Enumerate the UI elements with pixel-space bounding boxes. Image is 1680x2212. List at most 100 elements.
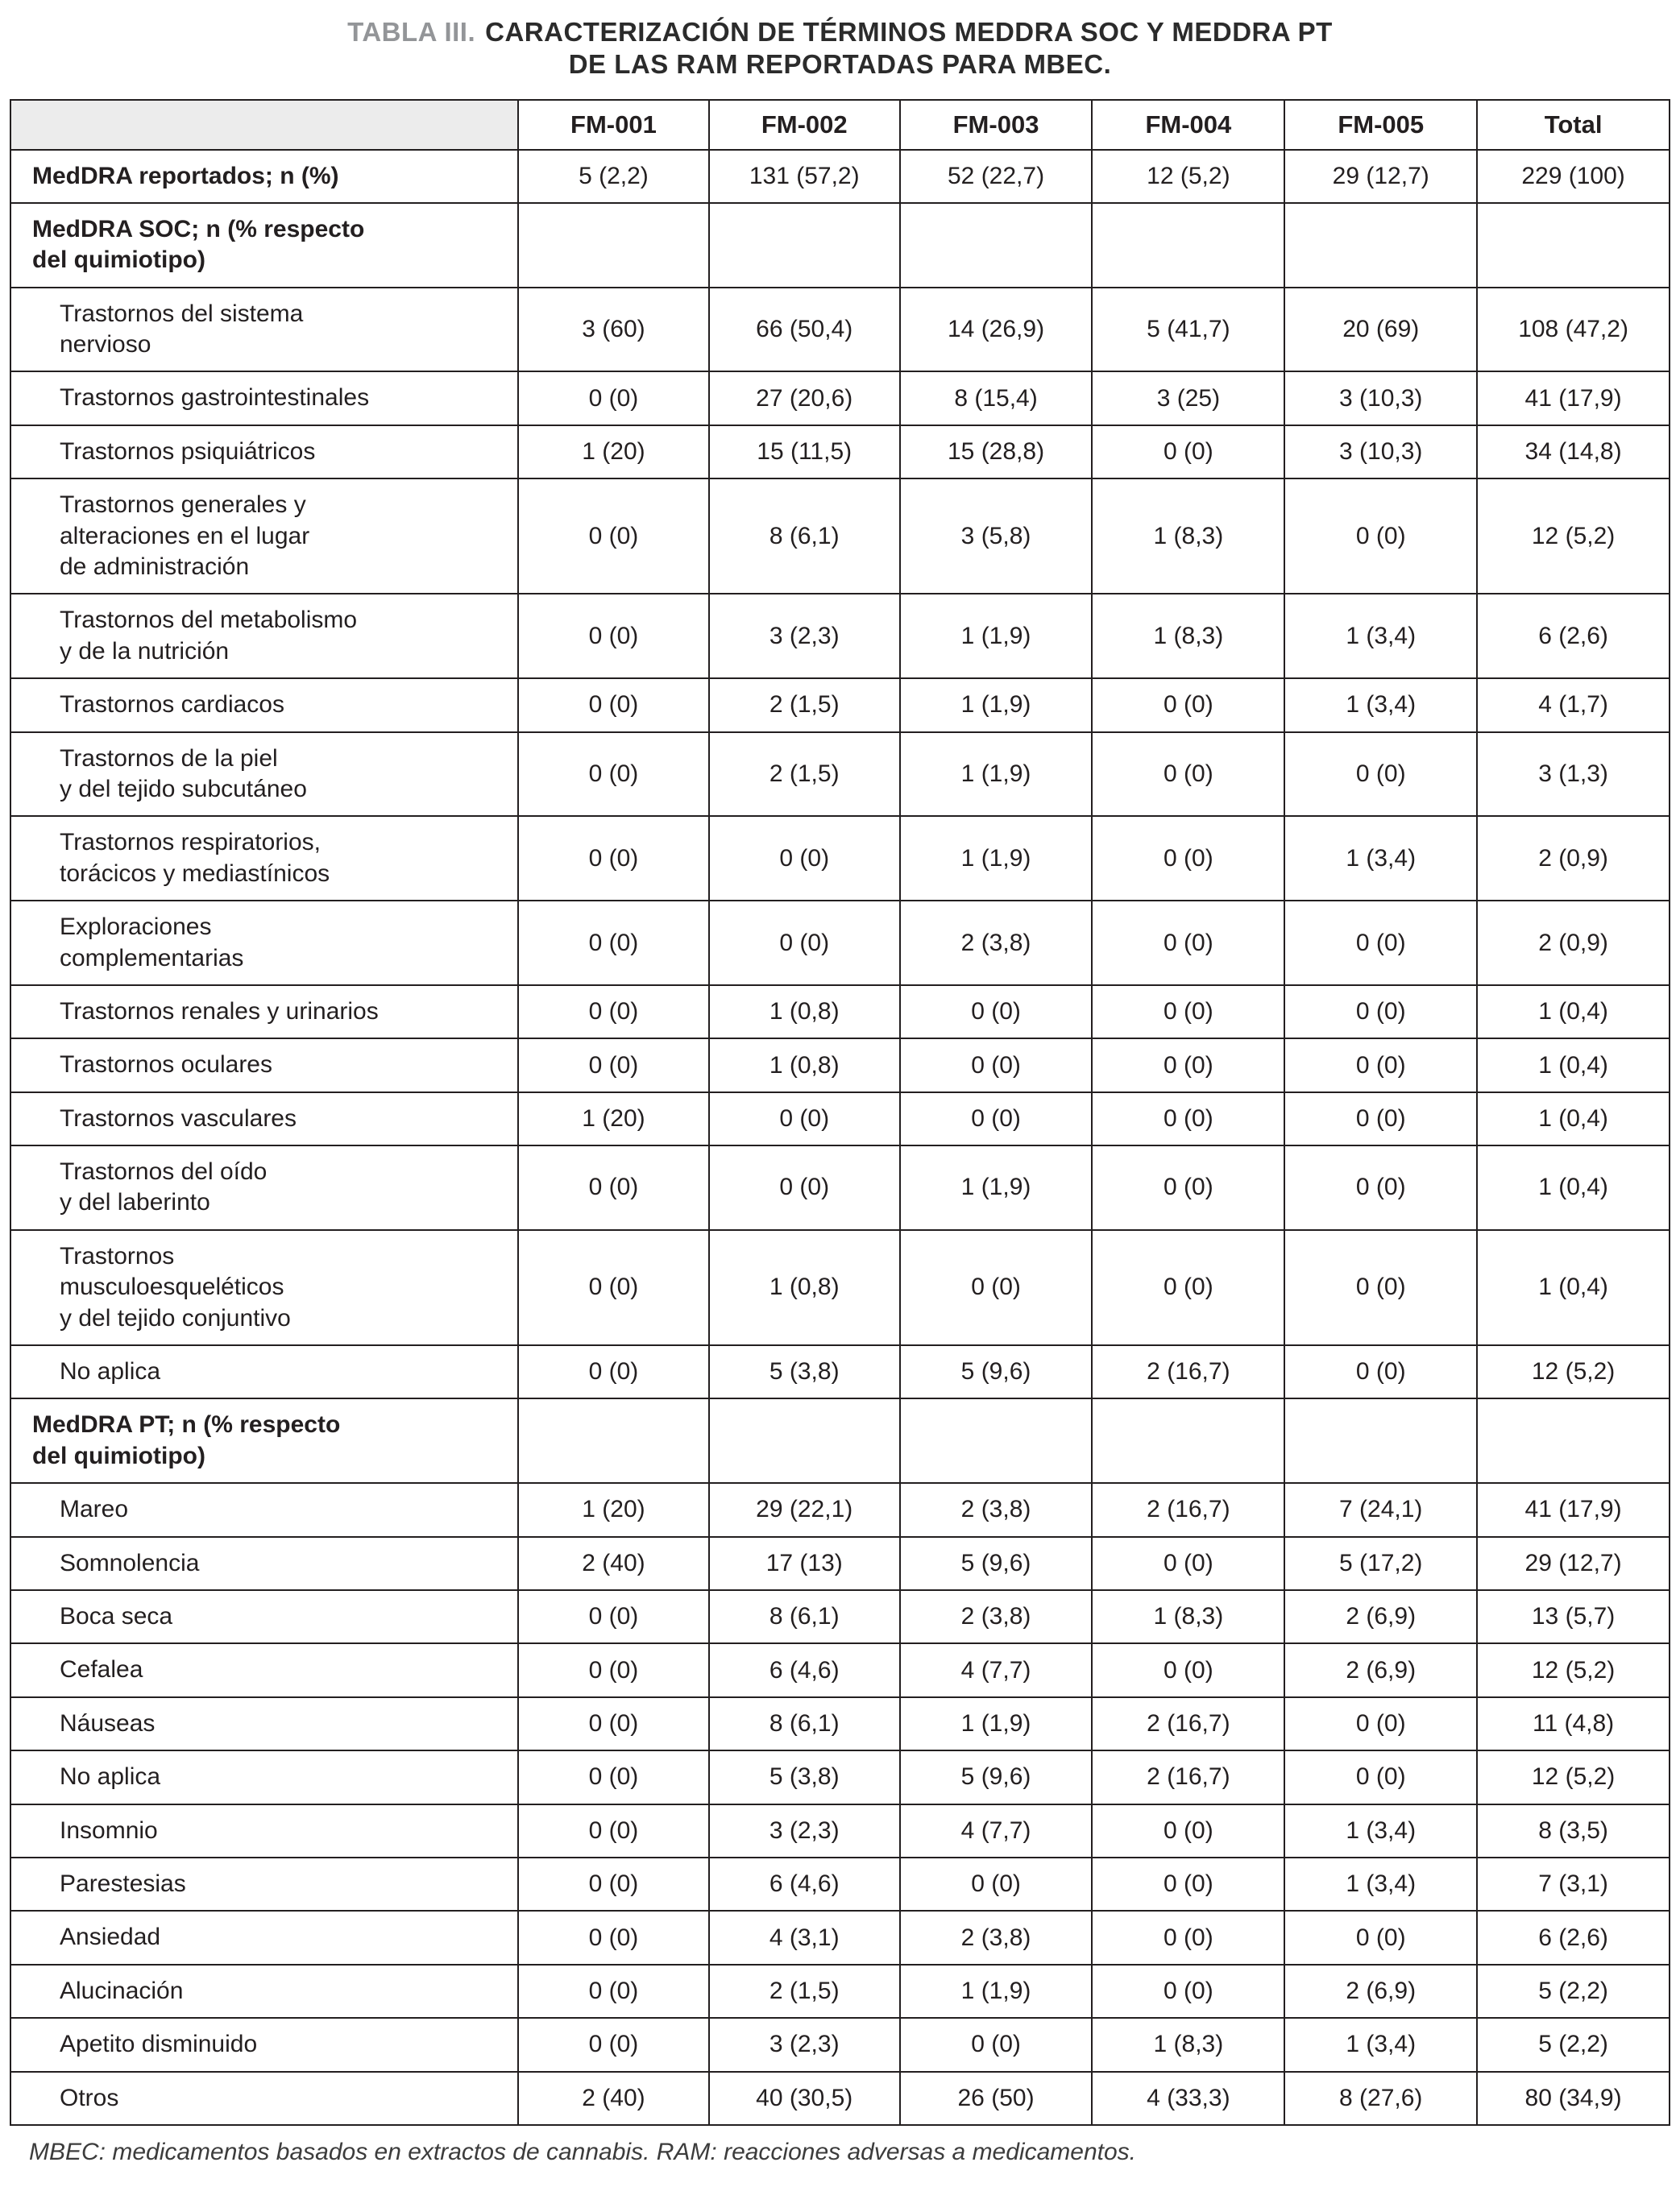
data-cell: 15 (28,8) [898,424,1093,480]
data-cell: 6 (2,6) [1476,593,1670,680]
data-cell: 0 (0) [1091,1535,1286,1592]
data-cell: 0 (0) [517,1803,710,1858]
row-label: Náuseas [9,1696,520,1752]
data-cell: 52 (22,7) [898,148,1093,204]
data-cell: 2 (6,9) [1284,1589,1479,1645]
table-row: Trastornos del sistema nervioso 3 (60) 66 … [9,286,1670,373]
data-cell: 5 (17,2) [1284,1535,1479,1592]
data-cell: 3 (2,3) [707,593,901,680]
data-cell: 0 (0) [898,2017,1093,2073]
data-cell: 1 (3,4) [1284,1856,1479,1912]
data-cell: 12 (5,2) [1476,478,1670,595]
table-row: Trastornos psiquiátricos 1 (20) 15 (11,5) 1… [9,424,1670,480]
table-row: Trastornos gastrointestinales 0 (0) 27 (20… [9,371,1670,426]
data-cell [1284,201,1479,288]
data-cell: 0 (0) [1284,1228,1479,1347]
table-row: Mareo 1 (20) 29 (22,1) 2 (3,8) 2 (16,7) 7 (24… [9,1482,1670,1538]
column-header: FM-004 [1091,98,1286,151]
data-cell [1091,1398,1286,1485]
data-cell: 66 (50,4) [707,286,901,373]
data-cell: 7 (24,1) [1284,1482,1479,1538]
row-label: Somnolencia [9,1535,520,1592]
data-cell: 0 (0) [517,593,710,680]
data-cell: 0 (0) [1091,1091,1286,1147]
data-cell: 8 (3,5) [1476,1803,1670,1858]
row-label: Apetito disminuido [9,2017,520,2073]
data-cell: 1 (0,4) [1476,1038,1670,1093]
data-cell: 1 (3,4) [1284,2017,1479,2073]
data-cell: 2 (16,7) [1091,1750,1286,1805]
data-cell: 2 (16,7) [1091,1482,1286,1538]
data-cell: 0 (0) [1284,731,1479,818]
data-cell: 29 (12,7) [1284,148,1479,204]
data-cell: 0 (0) [517,1642,710,1698]
data-cell: 0 (0) [898,1228,1093,1347]
data-cell [707,1398,901,1485]
column-header: FM-003 [898,98,1093,151]
data-cell: 0 (0) [517,900,710,986]
column-header: FM-001 [517,98,710,151]
data-cell [898,201,1093,288]
table-row: Exploraciones complementarias 0 (0) 0 (0) 2… [9,900,1670,986]
data-cell: 29 (12,7) [1476,1535,1670,1592]
data-cell: 0 (0) [1091,900,1286,986]
data-cell: 5 (9,6) [898,1344,1093,1400]
data-cell: 2 (6,9) [1284,1642,1479,1698]
data-cell: 108 (47,2) [1476,286,1670,373]
data-cell: 5 (2,2) [517,148,710,204]
table-title-text: CARACTERIZACIÓN DE TÉRMINOS MEDDRA SOC Y… [485,17,1333,80]
row-label: Trastornos del metabolismo y de la nutri… [9,593,520,680]
data-cell: 5 (9,6) [898,1535,1093,1592]
data-cell: 1 (0,8) [707,1038,901,1093]
data-cell: 80 (34,9) [1476,2070,1670,2126]
table-row: Ansiedad 0 (0) 4 (3,1) 2 (3,8) 0 (0) 0 (0) 6 (… [9,1910,1670,1966]
data-cell: 2 (3,8) [898,1910,1093,1966]
data-cell: 5 (2,2) [1476,1963,1670,2019]
data-cell: 0 (0) [517,1589,710,1645]
row-label: Exploraciones complementarias [9,900,520,986]
data-cell: 6 (4,6) [707,1856,901,1912]
table-row: Alucinación 0 (0) 2 (1,5) 1 (1,9) 0 (0) 2 (6,… [9,1963,1670,2019]
data-cell: 8 (6,1) [707,1589,901,1645]
table-row: Trastornos de la piel y del tejido subcu… [9,731,1670,818]
row-label: Trastornos vasculares [9,1091,520,1147]
row-label: MedDRA reportados; n (%) [9,148,520,204]
table-row: MedDRA PT; n (% respecto del quimiotipo) [9,1398,1670,1485]
table-row: Otros 2 (40) 40 (30,5) 26 (50) 4 (33,3) 8 (27… [9,2070,1670,2126]
row-label: Trastornos musculoesqueléticos y del tej… [9,1228,520,1347]
data-cell: 0 (0) [1284,1910,1479,1966]
data-cell: 0 (0) [1091,424,1286,480]
data-cell: 5 (3,8) [707,1750,901,1805]
table-row: Trastornos del oído y del laberinto 0 (0)… [9,1145,1670,1231]
data-cell: 2 (3,8) [898,1482,1093,1538]
row-label: Insomnio [9,1803,520,1858]
data-cell: 3 (60) [517,286,710,373]
data-cell: 229 (100) [1476,148,1670,204]
data-cell: 1 (1,9) [898,1145,1093,1231]
data-cell: 11 (4,8) [1476,1696,1670,1752]
data-cell: 0 (0) [707,815,901,902]
data-cell: 0 (0) [517,371,710,426]
data-cell: 4 (7,7) [898,1642,1093,1698]
data-cell: 0 (0) [517,1910,710,1966]
data-cell: 0 (0) [517,1963,710,2019]
data-cell: 2 (1,5) [707,731,901,818]
data-cell [898,1398,1093,1485]
data-cell: 0 (0) [1091,1642,1286,1698]
table-row: Trastornos renales y urinarios 0 (0) 1 (0,… [9,984,1670,1040]
row-label: Mareo [9,1482,520,1538]
data-cell: 34 (14,8) [1476,424,1670,480]
data-cell: 2 (0,9) [1476,900,1670,986]
data-cell: 0 (0) [1284,1091,1479,1147]
data-cell: 1 (8,3) [1091,1589,1286,1645]
data-cell: 0 (0) [517,1856,710,1912]
column-header: Total [1476,98,1670,151]
data-cell: 0 (0) [517,731,710,818]
row-label: Trastornos cardiacos [9,677,520,733]
data-cell: 0 (0) [517,984,710,1040]
data-cell: 0 (0) [1091,1963,1286,2019]
row-label: Trastornos renales y urinarios [9,984,520,1040]
data-cell: 1 (1,9) [898,731,1093,818]
data-cell: 40 (30,5) [707,2070,901,2126]
